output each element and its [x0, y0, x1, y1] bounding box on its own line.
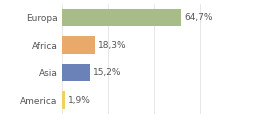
Text: 18,3%: 18,3%	[98, 41, 127, 50]
Text: 15,2%: 15,2%	[92, 68, 121, 77]
Text: 1,9%: 1,9%	[68, 96, 91, 105]
Bar	[62, 9, 181, 27]
Bar	[62, 64, 90, 81]
Text: 64,7%: 64,7%	[184, 13, 213, 22]
Bar	[62, 36, 95, 54]
Bar	[62, 91, 65, 109]
